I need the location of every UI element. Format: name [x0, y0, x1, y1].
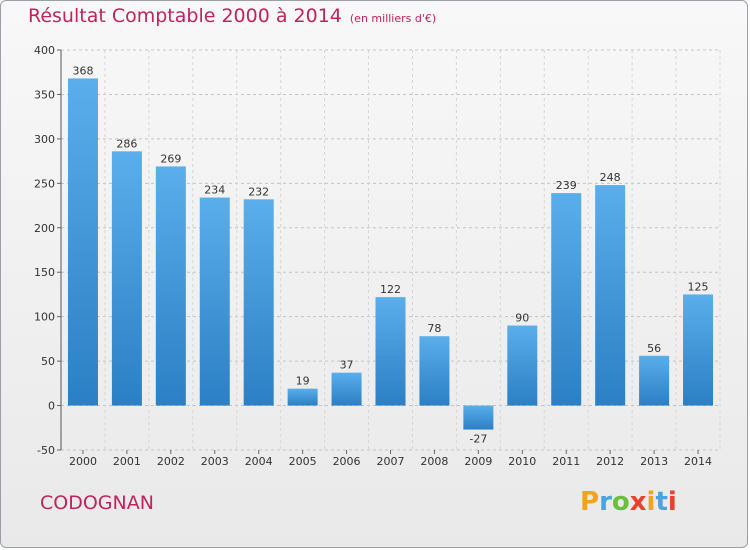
chart-subtitle: (en milliers d'€) — [349, 12, 437, 25]
data-label: 232 — [248, 185, 269, 198]
bar-2005 — [287, 388, 318, 406]
data-label: 56 — [647, 342, 661, 355]
x-tick-label: 2007 — [377, 455, 405, 468]
logo-letter: x — [629, 487, 647, 517]
bar-2008 — [419, 336, 450, 406]
bar-2010 — [507, 325, 538, 406]
bars — [67, 78, 714, 430]
x-tick-label: 2008 — [420, 455, 448, 468]
bar-2011 — [551, 193, 582, 406]
data-label: 37 — [340, 359, 354, 372]
data-label: 122 — [380, 283, 401, 296]
data-label: 286 — [116, 137, 137, 150]
logo-letter: o — [611, 487, 630, 517]
chart-title: Résultat Comptable 2000 à 2014 (en millie… — [28, 5, 436, 27]
bar-2014 — [683, 294, 714, 406]
data-label: 239 — [556, 179, 577, 192]
x-tick-label: 2012 — [596, 455, 624, 468]
y-tick-label: 300 — [34, 133, 55, 146]
x-tick-label: 2002 — [157, 455, 185, 468]
y-tick-label: 250 — [34, 177, 55, 190]
bar-2000 — [67, 78, 98, 406]
x-tick-label: 2004 — [245, 455, 273, 468]
data-label: 248 — [600, 171, 621, 184]
x-tick-label: 2000 — [69, 455, 97, 468]
x-tick-label: 2009 — [464, 455, 492, 468]
labels: 2000 368 2001 286 2002 269 2003 234 2004 232 2005 1… — [69, 64, 712, 468]
x-tick-label: 2014 — [684, 455, 712, 468]
logo-letter: t — [655, 487, 668, 517]
data-label: 90 — [515, 312, 529, 325]
bar-2007 — [375, 297, 406, 406]
data-label: -27 — [469, 433, 487, 446]
y-tick-label: 150 — [34, 266, 55, 279]
data-label: 78 — [427, 322, 441, 335]
data-label: 368 — [72, 64, 93, 77]
y-tick-label: 350 — [34, 88, 55, 101]
x-tick-label: 2011 — [552, 455, 580, 468]
x-tick-label: 2003 — [201, 455, 229, 468]
bar-2009 — [463, 405, 494, 430]
bar-2012 — [595, 185, 626, 406]
bar-2004 — [243, 199, 274, 406]
y-tick-label: 200 — [34, 222, 55, 235]
x-tick-label: 2001 — [113, 455, 141, 468]
data-label: 269 — [160, 152, 181, 165]
logo-letter: r — [599, 487, 612, 517]
chart-title-text: Résultat Comptable 2000 à 2014 — [28, 5, 342, 27]
logo-letter: P — [580, 487, 600, 517]
data-label: 19 — [296, 375, 310, 388]
x-tick-label: 2006 — [333, 455, 361, 468]
y-tick-label: 50 — [41, 355, 55, 368]
data-label: 234 — [204, 184, 225, 197]
data-label: 125 — [688, 280, 709, 293]
x-tick-label: 2010 — [508, 455, 536, 468]
y-tick-label: 400 — [34, 44, 55, 57]
proxiti-logo: Proxiti — [580, 487, 677, 517]
logo-letter: i — [646, 487, 656, 517]
bar-2002 — [155, 166, 186, 406]
bar-2001 — [111, 151, 142, 406]
y-tick-label: -50 — [37, 444, 55, 457]
x-tick-label: 2005 — [289, 455, 317, 468]
axes: -50 0 50 100 150 200 250 300 350 400 — [34, 44, 699, 457]
bar-2003 — [199, 197, 230, 406]
commune-name: CODOGNAN — [40, 492, 154, 514]
y-tick-label: 100 — [34, 311, 55, 324]
bar-2006 — [331, 372, 362, 406]
x-tick-label: 2013 — [640, 455, 668, 468]
y-tick-label: 0 — [48, 400, 55, 413]
logo-letter: i — [667, 487, 677, 517]
bar-2013 — [639, 355, 670, 406]
